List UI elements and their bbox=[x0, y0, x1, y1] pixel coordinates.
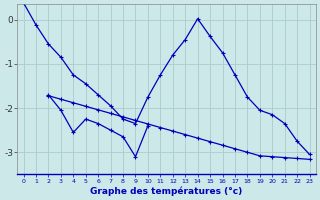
X-axis label: Graphe des températures (°c): Graphe des températures (°c) bbox=[91, 186, 243, 196]
